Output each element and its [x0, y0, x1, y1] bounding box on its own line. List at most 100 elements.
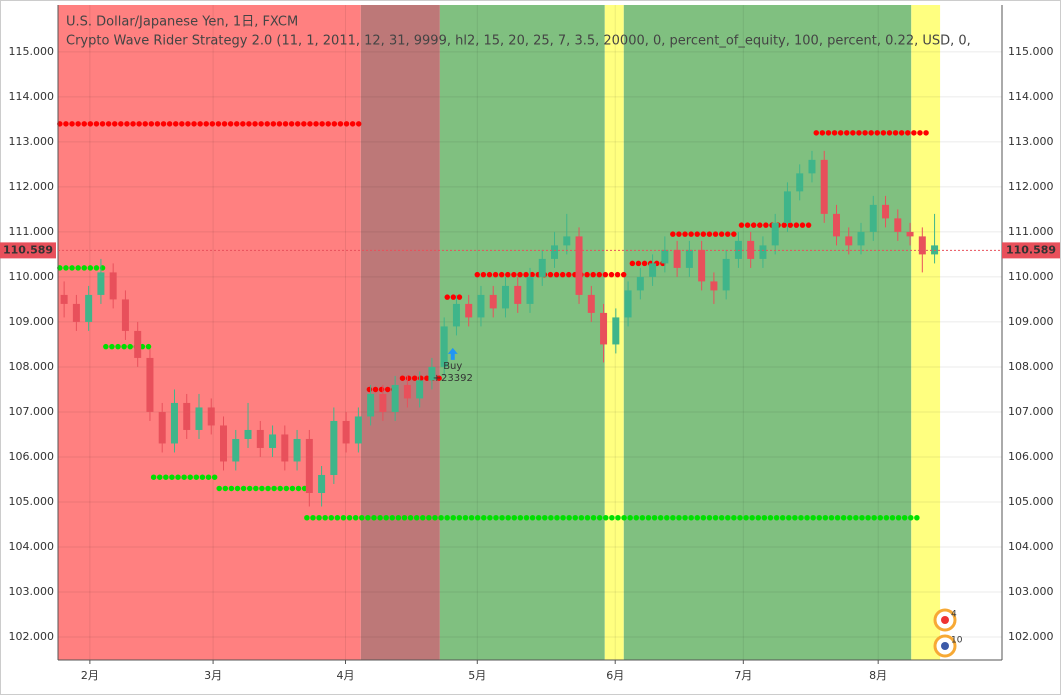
candle-body — [685, 249, 693, 268]
y-tick-label-right: 112.000 — [1008, 180, 1054, 193]
y-tick-label-right: 107.000 — [1008, 405, 1054, 418]
candle-body — [146, 357, 154, 412]
candle-body — [869, 204, 877, 232]
candle-body — [379, 393, 387, 412]
candle-body — [551, 245, 559, 259]
candle-body — [636, 276, 644, 291]
candle-body — [134, 330, 142, 358]
candle-body — [440, 326, 448, 367]
candle-body — [526, 276, 534, 304]
y-tick-label: 103.000 — [9, 585, 55, 598]
zone — [911, 5, 941, 660]
y-tick-label-right: 109.000 — [1008, 315, 1054, 328]
y-tick-label-right: 104.000 — [1008, 540, 1054, 553]
candle-body — [808, 159, 816, 174]
y-tick-label-right: 105.000 — [1008, 495, 1054, 508]
x-tick-label: 8月 — [869, 669, 887, 682]
candle-body — [428, 366, 436, 381]
strategy-label: Crypto Wave Rider Strategy 2.0 (11, 1, 2… — [66, 34, 971, 49]
x-tick-label: 6月 — [606, 669, 624, 682]
candle-body — [501, 285, 509, 309]
candle-body — [489, 294, 497, 309]
candle-body — [563, 236, 571, 246]
candle-body — [354, 416, 362, 444]
candle-body — [710, 281, 718, 291]
buy-arrow — [447, 347, 458, 360]
candle-body — [514, 285, 522, 304]
y-tick-label: 102.000 — [9, 630, 55, 643]
y-tick-label: 109.000 — [9, 315, 55, 328]
event-flag — [941, 616, 949, 624]
chart-title: U.S. Dollar/Japanese Yen, 1日, FXCM — [66, 15, 298, 30]
last-price-tag — [0, 242, 56, 259]
zone — [623, 5, 912, 660]
y-tick-label-right: 113.000 — [1008, 135, 1054, 148]
y-tick-label: 112.000 — [9, 180, 55, 193]
zone — [58, 5, 361, 660]
candle-body — [538, 258, 546, 277]
candle-body — [403, 384, 411, 399]
candle-body — [661, 249, 669, 264]
candle-body — [649, 263, 657, 277]
candle-body — [60, 294, 68, 304]
y-tick-label: 111.000 — [9, 225, 55, 238]
candle-body — [72, 303, 80, 322]
x-tick-label: 4月 — [336, 669, 354, 682]
x-tick-label: 3月 — [204, 669, 222, 682]
y-tick-label-right: 114.000 — [1008, 90, 1054, 103]
candle-body — [330, 420, 338, 475]
buy-profit: +23392 — [433, 373, 473, 384]
y-tick-label: 107.000 — [9, 405, 55, 418]
candle-body — [820, 159, 828, 214]
candle-body — [906, 231, 914, 237]
candle-body — [232, 438, 240, 462]
candle-body — [305, 438, 313, 493]
y-tick-label-right: 103.000 — [1008, 585, 1054, 598]
y-tick-label-right: 110.000 — [1008, 270, 1054, 283]
y-tick-label-right: 108.000 — [1008, 360, 1054, 373]
candle-body — [281, 434, 289, 462]
x-tick-label: 7月 — [734, 669, 752, 682]
candle-body — [673, 249, 681, 268]
candle-body — [220, 425, 228, 462]
candle-body — [918, 236, 926, 255]
candle-body — [771, 222, 779, 246]
y-tick-label: 106.000 — [9, 450, 55, 463]
y-tick-label-right: 111.000 — [1008, 225, 1054, 238]
candle-body — [845, 236, 853, 246]
y-tick-label: 105.000 — [9, 495, 55, 508]
candle-body — [698, 249, 706, 282]
candle-body — [318, 474, 326, 493]
candle-body — [722, 258, 730, 291]
buy-label: Buy — [443, 361, 462, 372]
candle-body — [183, 402, 191, 430]
candle-body — [832, 213, 840, 237]
candle-body — [783, 191, 791, 223]
y-tick-label: 110.000 — [9, 270, 55, 283]
candle-body — [612, 317, 620, 345]
candle-body — [293, 438, 301, 462]
y-tick-label-right: 102.000 — [1008, 630, 1054, 643]
candle-body — [170, 402, 178, 444]
candle-body — [97, 272, 105, 295]
candle-body — [882, 204, 890, 219]
zone — [360, 5, 440, 660]
x-tick-label: 5月 — [468, 669, 486, 682]
last-price-label: 110.589 — [1006, 243, 1056, 256]
candle-body — [342, 420, 350, 444]
candle-body — [857, 231, 865, 246]
candle-body — [465, 303, 473, 318]
candle-body — [109, 272, 117, 300]
last-price-label: 110.589 — [3, 243, 53, 256]
y-tick-label-right: 115.000 — [1008, 45, 1054, 58]
y-tick-label: 113.000 — [9, 135, 55, 148]
zone — [439, 5, 605, 660]
event-flag — [941, 642, 949, 650]
event-count: 10 — [951, 636, 963, 646]
candle-body — [759, 245, 767, 259]
x-tick-label: 2月 — [81, 669, 99, 682]
candle-body — [85, 294, 93, 322]
y-tick-label: 108.000 — [9, 360, 55, 373]
candle-body — [195, 407, 203, 430]
